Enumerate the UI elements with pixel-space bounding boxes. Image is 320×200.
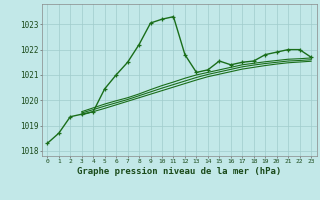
X-axis label: Graphe pression niveau de la mer (hPa): Graphe pression niveau de la mer (hPa): [77, 167, 281, 176]
